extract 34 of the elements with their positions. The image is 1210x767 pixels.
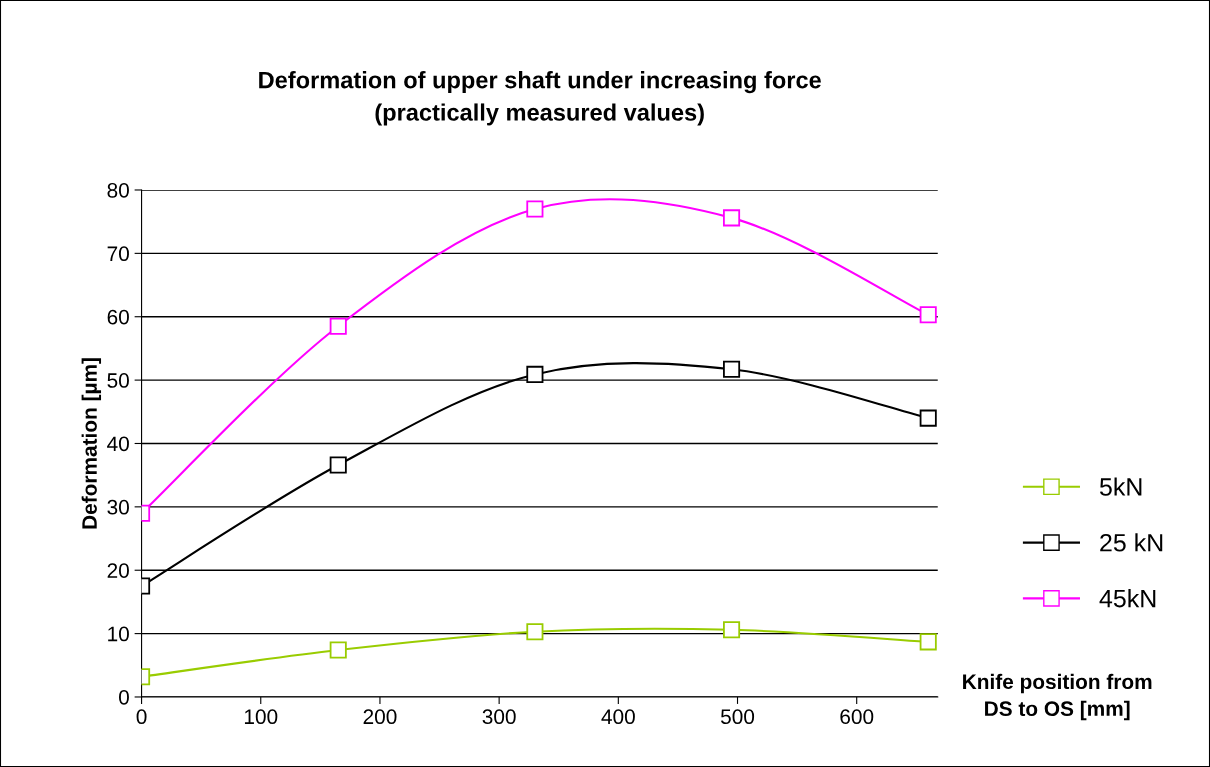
- x-tick-label: 200: [363, 709, 397, 725]
- x-tick-label: 600: [840, 709, 874, 725]
- x-tick-label: 100: [244, 709, 278, 725]
- y-tick-label: 70: [107, 246, 129, 262]
- point: [329, 456, 347, 474]
- y-tick-label: 50: [107, 373, 129, 388]
- legend-label: 5kN: [1099, 477, 1142, 496]
- y-tick-label: 30: [107, 499, 129, 515]
- point: [526, 200, 544, 218]
- legend-label: 25 kN: [1100, 533, 1163, 552]
- point: [329, 641, 347, 659]
- x-tick-label: 300: [482, 709, 516, 725]
- point: [526, 623, 544, 641]
- point: [919, 409, 937, 427]
- x-tick-label: 0: [136, 709, 147, 725]
- chart-title: Deformation of upper shaft under increasing force (practically measured values): [259, 71, 821, 126]
- point: [723, 360, 741, 378]
- y-tick-label: 40: [107, 436, 129, 452]
- y-tick-label: 60: [107, 309, 129, 325]
- y-tick-label: 80: [107, 182, 129, 198]
- x-tick-label: 500: [720, 709, 755, 725]
- y-tick-label: 0: [118, 689, 129, 705]
- y-axis-title: Deformation [µm]: [81, 358, 102, 529]
- point: [723, 209, 741, 227]
- x-axis-title: Knife position from DS to OS [mm]: [963, 673, 1152, 721]
- point: [919, 306, 937, 324]
- point: [526, 365, 544, 383]
- y-tick-label: 20: [107, 563, 129, 578]
- x-tick-label: 400: [601, 709, 635, 725]
- y-tick-label: 10: [108, 626, 129, 642]
- legend-label: 45kN: [1099, 589, 1156, 608]
- point: [329, 317, 347, 335]
- point: [919, 633, 937, 651]
- point: [723, 621, 741, 639]
